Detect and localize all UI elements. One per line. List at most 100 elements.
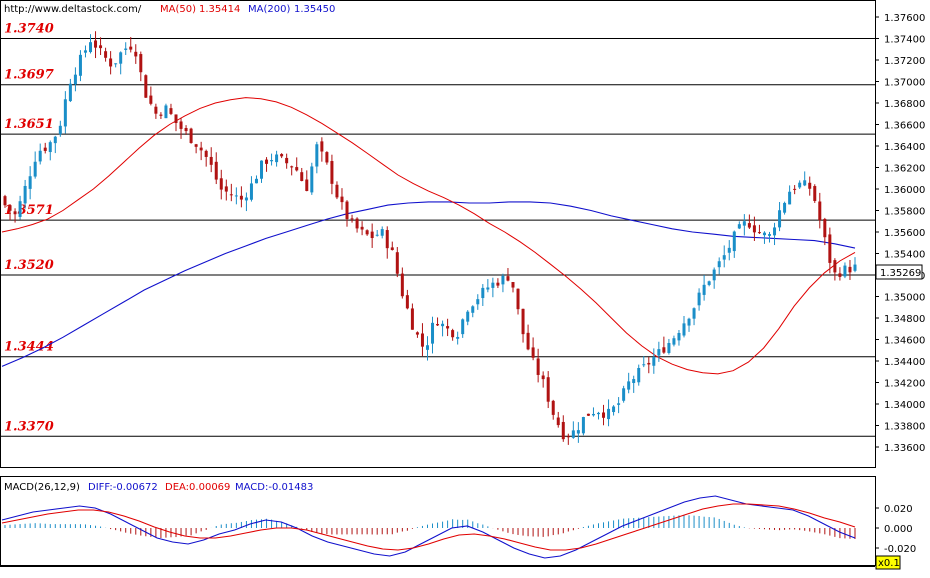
candle-body (380, 229, 384, 236)
candle-body (717, 261, 721, 268)
candle-body (506, 276, 510, 281)
candle-body (63, 99, 67, 127)
candle-body (476, 299, 480, 305)
candle-body (194, 144, 198, 147)
candle-body (83, 50, 87, 53)
candle-body (586, 413, 590, 416)
candle-body (405, 295, 409, 309)
candle-body (481, 287, 485, 299)
candle-body (617, 403, 621, 405)
candle-body (78, 54, 82, 76)
candle-body (385, 230, 389, 249)
candle-body (99, 45, 103, 49)
candle-body (627, 381, 631, 390)
candle-body (8, 205, 12, 211)
candle-body (104, 51, 108, 58)
candle-body (390, 247, 394, 250)
price-tick-label: 1.34400 (884, 357, 925, 368)
last-price-label: 1.35269 (880, 268, 921, 279)
candles (3, 31, 857, 445)
candle-body (360, 226, 364, 230)
macd-dea-line (1, 503, 856, 551)
price-tick-label: 1.36600 (884, 121, 925, 132)
price-tick-label: 1.36800 (884, 99, 925, 110)
candle-body (73, 74, 77, 85)
candle-body (89, 42, 93, 53)
candle-body (58, 125, 62, 135)
candle-body (808, 182, 812, 189)
macd-title: MACD(26,12,9) (4, 482, 80, 493)
candle-body (682, 323, 686, 336)
candle-body (501, 275, 505, 285)
candle-body (204, 150, 208, 157)
candle-body (612, 406, 616, 413)
candle-body (184, 128, 188, 132)
candle-body (471, 306, 475, 313)
level-label: 1.3520 (4, 258, 54, 273)
candle-body (300, 172, 304, 181)
macd-tick-label: 0.000 (884, 524, 913, 535)
candle-body (828, 234, 832, 263)
price-tick-label: 1.34000 (884, 400, 925, 411)
price-tick-label: 1.35400 (884, 250, 925, 261)
candle-body (18, 201, 22, 217)
candle-body (737, 224, 741, 229)
ma200-label: MA(200) (248, 4, 290, 15)
price-tick-label: 1.36400 (884, 142, 925, 153)
candle-body (622, 388, 626, 401)
candle-body (456, 336, 460, 339)
candle-body (219, 178, 223, 190)
macd-tick-label: 0.020 (884, 504, 913, 515)
macd-dea-label: DEA:0.00069 (165, 482, 230, 493)
price-tick-label: 1.36200 (884, 164, 925, 175)
candle-body (697, 292, 701, 306)
candle-body (848, 266, 852, 273)
candle-body (275, 154, 279, 163)
candle-body (149, 95, 153, 104)
candle-body (778, 210, 782, 228)
candle-body (757, 232, 761, 234)
candle-body (446, 326, 450, 329)
candle-body (838, 273, 842, 277)
scale-marker-box (875, 555, 901, 570)
price-tick-label: 1.34800 (884, 314, 925, 325)
ma50-label: MA(50) (160, 4, 196, 15)
candle-body (365, 230, 369, 235)
candle-body (114, 63, 118, 65)
ma200-value: 1.35450 (294, 4, 335, 15)
candle-body (793, 188, 797, 190)
price-tick-label: 1.34200 (884, 379, 925, 390)
candle-body (813, 186, 817, 201)
price-tick-label: 1.37200 (884, 56, 925, 67)
level-label: 1.3651 (4, 117, 54, 132)
candle-body (486, 287, 490, 290)
candle-body (571, 430, 575, 438)
candle-body (244, 197, 248, 201)
candle-body (33, 161, 37, 177)
candle-body (154, 106, 158, 114)
candle-body (642, 364, 646, 366)
candle-body (94, 40, 98, 48)
candle-body (234, 195, 238, 197)
candle-body (803, 180, 807, 186)
candle-body (441, 323, 445, 327)
candle-body (174, 114, 178, 124)
candle-body (531, 347, 535, 358)
candle-body (224, 186, 228, 192)
candle-body (546, 377, 550, 402)
candle-body (431, 322, 435, 344)
candle-body (109, 58, 113, 67)
candle-body (798, 182, 802, 188)
candle-body (451, 330, 455, 338)
candle-body (375, 234, 379, 236)
price-tick-label: 1.33600 (884, 443, 925, 454)
candle-body (536, 358, 540, 375)
candle-body (28, 176, 32, 189)
candle-body (607, 408, 611, 420)
candle-body (566, 436, 570, 438)
candle-body (762, 232, 766, 236)
price-tick-label: 1.35600 (884, 228, 925, 239)
candle-body (687, 318, 691, 326)
candle-body (596, 412, 600, 415)
